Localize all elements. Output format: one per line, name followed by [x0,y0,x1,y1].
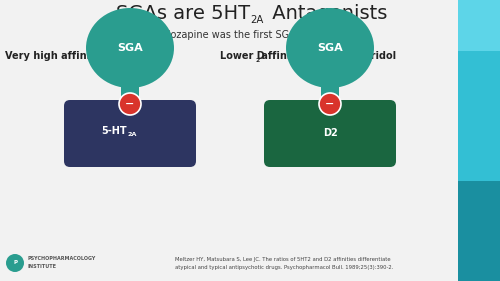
FancyBboxPatch shape [264,100,396,167]
Text: −: − [326,99,334,109]
Text: 2A: 2A [148,58,157,63]
Text: 2: 2 [255,58,259,63]
Text: Clozapine was the first SGA.: Clozapine was the first SGA. [161,30,299,40]
Ellipse shape [86,8,174,88]
Text: D2: D2 [322,128,338,139]
Bar [458,0,500,51]
Bar [121,86,139,108]
Text: SGA: SGA [317,43,343,53]
Text: Very high affinity for 5-HT: Very high affinity for 5-HT [5,51,149,61]
Text: affinity than haloperidol: affinity than haloperidol [258,51,396,61]
Circle shape [6,254,24,272]
Text: atypical and typical antipsychotic drugs. Psychopharmacol Bull. 1989;25(3):390-2: atypical and typical antipsychotic drugs… [175,266,394,271]
Bar [321,86,339,108]
Ellipse shape [286,8,374,88]
Text: SGAs are 5HT: SGAs are 5HT [116,4,250,23]
Text: 2A: 2A [127,133,136,137]
Bar [458,0,500,281]
Text: −: − [126,99,134,109]
FancyBboxPatch shape [64,100,196,167]
Text: INSTITUTE: INSTITUTE [28,264,57,269]
Text: 5-HT: 5-HT [102,126,127,137]
Text: Lower D: Lower D [220,51,265,61]
Circle shape [319,93,341,115]
Text: Antagonists: Antagonists [266,4,388,23]
Text: SGA: SGA [117,43,143,53]
Text: 2A: 2A [250,15,263,25]
Bar [458,0,500,181]
Text: Meltzer HY, Matsubara S, Lee JC. The ratios of 5HT2 and D2 affinities differenti: Meltzer HY, Matsubara S, Lee JC. The rat… [175,257,390,262]
Circle shape [119,93,141,115]
Text: P: P [13,260,17,266]
Text: PSYCHOPHARMACOLOGY: PSYCHOPHARMACOLOGY [28,257,96,262]
